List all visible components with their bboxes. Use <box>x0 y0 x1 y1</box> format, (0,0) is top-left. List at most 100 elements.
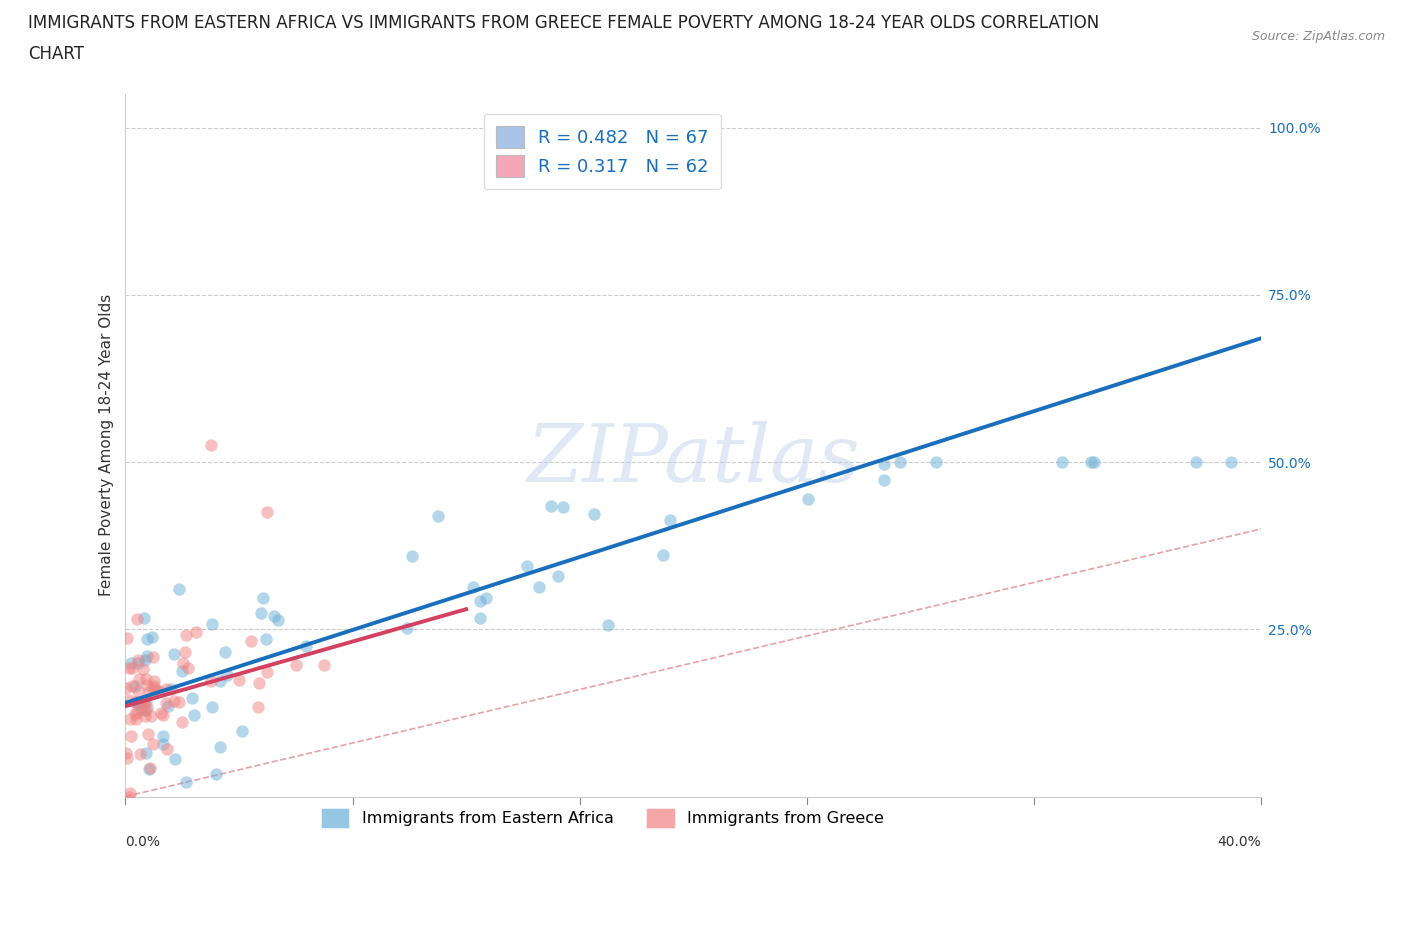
Point <box>142 649 165 664</box>
Point <box>135 671 157 686</box>
Point <box>141 630 163 644</box>
Point <box>118 693 141 708</box>
Point <box>150 706 173 721</box>
Point <box>134 653 156 668</box>
Point <box>152 729 174 744</box>
Point <box>170 714 193 729</box>
Point <box>889 455 911 470</box>
Point <box>148 684 170 698</box>
Point <box>249 605 271 620</box>
Point <box>214 644 236 659</box>
Text: 40.0%: 40.0% <box>1218 835 1261 849</box>
Point <box>118 661 141 676</box>
Point <box>540 498 562 513</box>
Point <box>115 746 138 761</box>
Point <box>120 785 142 800</box>
Point <box>120 728 142 743</box>
Point <box>138 684 160 699</box>
Point <box>124 707 146 722</box>
Point <box>115 751 138 765</box>
Point <box>132 611 155 626</box>
Point <box>142 737 165 751</box>
Point <box>139 761 162 776</box>
Point <box>135 703 157 718</box>
Point <box>141 709 163 724</box>
Point <box>155 696 177 711</box>
Point <box>135 746 157 761</box>
Point <box>174 628 197 643</box>
Point <box>121 660 143 675</box>
Text: ZIPatlas: ZIPatlas <box>527 420 860 498</box>
Point <box>247 675 270 690</box>
Point <box>124 694 146 709</box>
Point <box>470 593 492 608</box>
Point <box>583 507 606 522</box>
Point <box>284 658 307 672</box>
Point <box>146 684 169 698</box>
Point <box>127 695 149 710</box>
Point <box>470 610 492 625</box>
Point <box>231 724 253 738</box>
Point <box>125 611 148 626</box>
Point <box>125 711 148 726</box>
Point <box>134 709 156 724</box>
Point <box>463 579 485 594</box>
Point <box>246 699 269 714</box>
Point <box>254 631 277 646</box>
Text: Source: ZipAtlas.com: Source: ZipAtlas.com <box>1251 30 1385 43</box>
Point <box>427 509 450 524</box>
Point <box>267 613 290 628</box>
Point <box>134 703 156 718</box>
Point <box>209 674 232 689</box>
Text: CHART: CHART <box>28 45 84 62</box>
Point <box>125 705 148 720</box>
Legend: Immigrants from Eastern Africa, Immigrants from Greece: Immigrants from Eastern Africa, Immigran… <box>309 797 896 839</box>
Point <box>138 726 160 741</box>
Point <box>1080 455 1102 470</box>
Point <box>263 608 285 623</box>
Point <box>174 774 197 789</box>
Point <box>181 690 204 705</box>
Point <box>173 644 195 659</box>
Point <box>136 677 159 692</box>
Point <box>252 591 274 605</box>
Point <box>142 674 165 689</box>
Point <box>240 633 263 648</box>
Point <box>155 741 177 756</box>
Point <box>121 679 143 694</box>
Point <box>159 682 181 697</box>
Point <box>208 739 231 754</box>
Point <box>172 656 194 671</box>
Point <box>1083 455 1105 470</box>
Point <box>138 762 160 777</box>
Point <box>205 767 228 782</box>
Text: IMMIGRANTS FROM EASTERN AFRICA VS IMMIGRANTS FROM GREECE FEMALE POVERTY AMONG 18: IMMIGRANTS FROM EASTERN AFRICA VS IMMIGR… <box>28 14 1099 32</box>
Point <box>925 455 948 470</box>
Point <box>132 661 155 676</box>
Point <box>1052 455 1074 470</box>
Point <box>136 699 159 714</box>
Point <box>1185 455 1208 470</box>
Point <box>120 711 142 726</box>
Point <box>152 737 174 751</box>
Point <box>200 438 222 453</box>
Point <box>176 660 198 675</box>
Point <box>200 673 222 688</box>
Point <box>167 581 190 596</box>
Point <box>125 696 148 711</box>
Point <box>547 569 569 584</box>
Point <box>120 656 142 671</box>
Point <box>143 678 166 693</box>
Point <box>256 665 278 680</box>
Point <box>659 512 682 527</box>
Point <box>163 751 186 766</box>
Point <box>127 684 149 698</box>
Point <box>167 695 190 710</box>
Y-axis label: Female Poverty Among 18-24 Year Olds: Female Poverty Among 18-24 Year Olds <box>100 294 114 596</box>
Point <box>163 647 186 662</box>
Point <box>873 472 896 487</box>
Point <box>128 671 150 686</box>
Point <box>136 631 159 646</box>
Point <box>127 656 149 671</box>
Point <box>401 549 423 564</box>
